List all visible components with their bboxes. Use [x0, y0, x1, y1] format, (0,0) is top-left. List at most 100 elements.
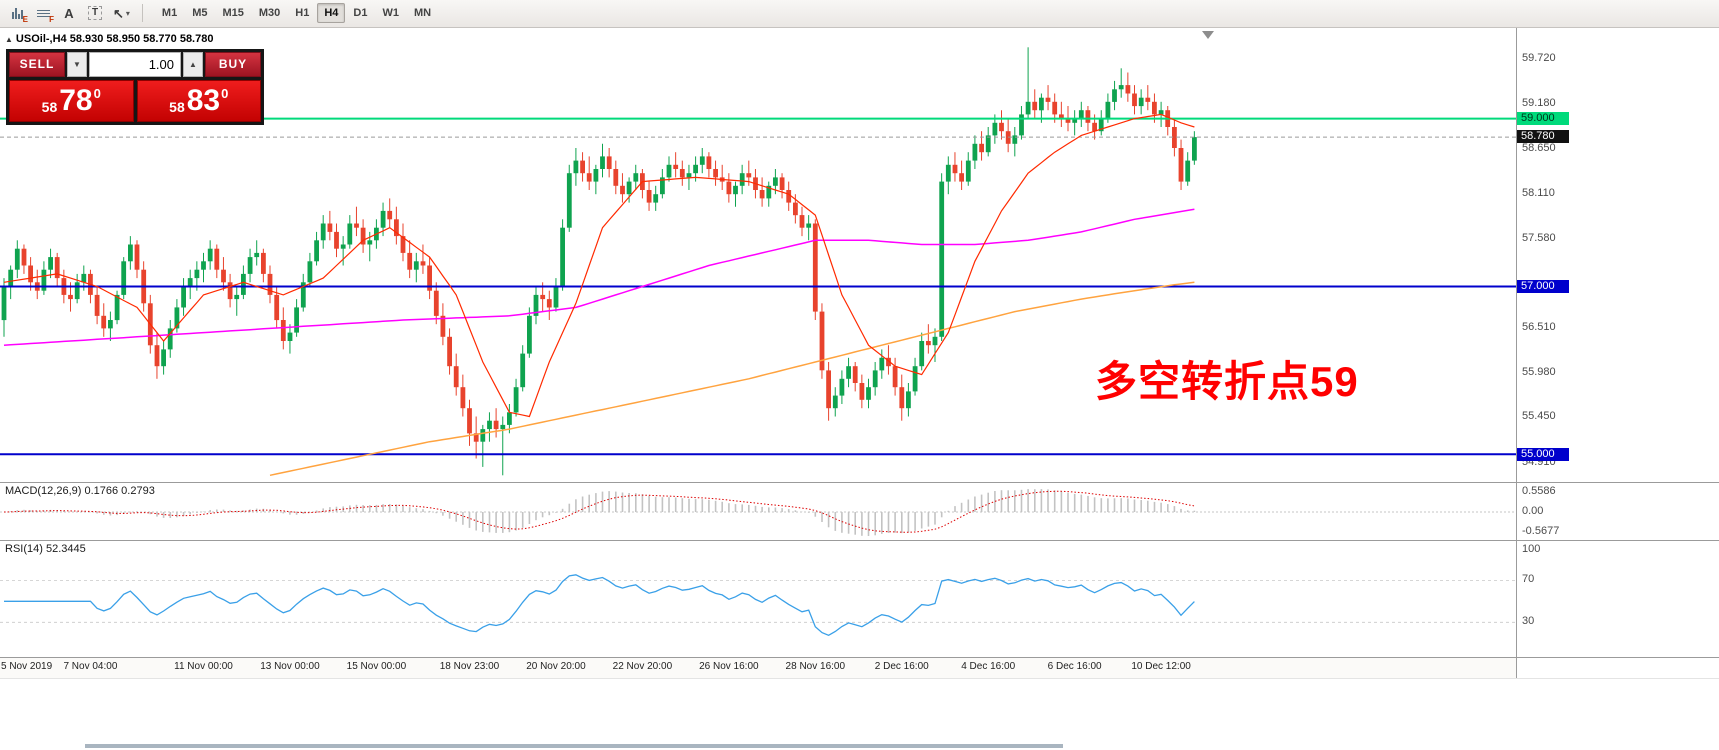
timeframe-m30-button[interactable]: M30	[252, 3, 287, 23]
price-axis[interactable]: 59.720 59.180 58.650 58.110 57.580 56.510 55.9…	[1516, 27, 1719, 482]
timeframe-h1-button[interactable]: H1	[288, 3, 316, 23]
price-axis-label: 56.510	[1522, 321, 1556, 334]
rsi-plot: RSI(14) 52.3445	[0, 541, 1516, 657]
time-axis-label: 13 Nov 00:00	[260, 660, 320, 672]
bid-price-sup: 0	[93, 85, 101, 101]
rsi-panel: RSI(14) 52.3445 100 70 30	[0, 539, 1719, 657]
timeframe-m1-button[interactable]: M1	[155, 3, 184, 23]
main-chart-plot: ▲ USOil-,H4 58.930 58.950 58.770 58.780 S…	[0, 28, 1516, 482]
tool-text-button[interactable]: A	[57, 2, 81, 24]
collapse-icon[interactable]: ▲	[5, 34, 13, 44]
toolbar-separator	[141, 4, 143, 23]
quote-tiles-row: 58 78 0 58 83 0	[9, 79, 261, 122]
macd-axis-label: 0.5586	[1522, 484, 1556, 497]
caret-up-icon: ▲	[189, 59, 197, 69]
main-chart-panel: ▲ USOil-,H4 58.930 58.950 58.770 58.780 S…	[0, 27, 1719, 482]
price-axis-label: 59.720	[1522, 51, 1556, 64]
ma-slow-line	[269, 281, 1195, 476]
ma-mid-line	[3, 208, 1195, 346]
macd-axis: 0.5586 0.00 -0.5677	[1516, 482, 1719, 540]
macd-panel: MACD(12,26,9) 0.1766 0.2793 0.5586 0.00 -0…	[0, 481, 1719, 540]
rsi-axis-label: 70	[1522, 572, 1535, 585]
price-badge-57.000: 57.000	[1517, 279, 1569, 293]
time-axis-label: 20 Nov 20:00	[526, 660, 586, 672]
timeframe-group: M1 M5 M15 M30 H1 H4 D1 W1 MN	[155, 3, 438, 24]
chart-type-icon	[11, 7, 23, 20]
drawing-tools-group: E F A T ↖ ▾	[5, 2, 134, 24]
ask-price-big: 83	[186, 83, 221, 117]
price-axis-label: 55.450	[1522, 410, 1556, 423]
time-axis-label: 10 Dec 12:00	[1131, 660, 1191, 672]
macd-histogram	[9, 488, 1196, 536]
time-axis-corner	[1516, 657, 1719, 678]
ohlc-values: 58.930 58.950 58.770 58.780	[69, 32, 214, 45]
buy-button[interactable]: BUY	[205, 51, 261, 77]
ask-price-display[interactable]: 58 83 0	[136, 79, 261, 122]
bottom-strip	[0, 677, 1719, 750]
time-axis-label: 22 Nov 20:00	[612, 660, 673, 672]
bid-price-display[interactable]: 58 78 0	[9, 79, 134, 122]
macd-axis-label: 0.00	[1522, 504, 1544, 517]
tool-fibonacci-button[interactable]: F	[31, 2, 55, 24]
time-axis-label: 2 Dec 16:00	[874, 660, 929, 672]
tool-sub-letter: E	[22, 15, 28, 25]
time-axis-label: 28 Nov 16:00	[785, 660, 846, 672]
tool-sub-letter: F	[49, 15, 54, 25]
toolbar: E F A T ↖ ▾ M1 M5 M15 M30 H1 H4 D1 W1 MN	[0, 0, 1719, 28]
text-icon: A	[64, 5, 74, 21]
horizontal-scrollbar-thumb[interactable]	[85, 743, 1063, 748]
rsi-line	[4, 573, 1195, 636]
chart-annotation: 多空转折点59	[1095, 357, 1359, 405]
rsi-label: RSI(14) 52.3445	[5, 542, 86, 555]
time-axis-label: 5 Nov 2019	[1, 660, 53, 672]
timeframe-mn-button[interactable]: MN	[407, 3, 438, 23]
rsi-chart[interactable]	[0, 541, 1516, 657]
macd-axis-label: -0.5677	[1522, 524, 1560, 537]
price-badge-59.000: 59.000	[1517, 111, 1569, 125]
timeframe-h4-button[interactable]: H4	[317, 3, 346, 24]
timeframe-m15-button[interactable]: M15	[215, 3, 250, 23]
caret-down-icon: ▼	[73, 59, 81, 69]
time-axis-label: 6 Dec 16:00	[1047, 660, 1102, 672]
price-badge-55.000: 55.000	[1517, 447, 1569, 461]
macd-label: MACD(12,26,9) 0.1766 0.2793	[5, 484, 155, 497]
bid-price-small: 58	[41, 98, 58, 115]
trade-controls-row: SELL ▼ ▲ BUY	[9, 51, 261, 77]
volume-increase-button[interactable]: ▲	[183, 51, 203, 77]
time-axis-label: 4 Dec 16:00	[961, 660, 1016, 672]
tool-text-label-button[interactable]: T	[83, 2, 107, 24]
price-axis-label: 57.580	[1522, 231, 1556, 244]
ma-fast-line	[3, 113, 1195, 417]
fibonacci-icon	[36, 9, 50, 17]
macd-chart[interactable]	[0, 483, 1516, 540]
tool-chart-type-button[interactable]: E	[5, 2, 29, 24]
bid-price-big: 78	[59, 83, 93, 117]
price-axis-label: 59.180	[1522, 97, 1556, 110]
time-axis[interactable]: 5 Nov 2019 7 Nov 04:00 11 Nov 00:00 13 Nov …	[0, 658, 1516, 678]
price-axis-label: 58.110	[1522, 187, 1555, 200]
time-axis-label: 18 Nov 23:00	[439, 660, 500, 672]
macd-signal-line	[3, 490, 1195, 533]
chart-shift-icon[interactable]	[1202, 30, 1214, 39]
rsi-axis: 100 70 30	[1516, 540, 1719, 657]
one-click-trading-panel: SELL ▼ ▲ BUY 58 78 0 58 83 0	[6, 48, 264, 125]
timeframe-d1-button[interactable]: D1	[346, 3, 374, 23]
ask-price-small: 58	[169, 98, 185, 115]
ask-price-sup: 0	[221, 85, 229, 101]
sell-button[interactable]: SELL	[9, 51, 65, 77]
dropdown-caret-icon: ▾	[125, 8, 130, 18]
candlestick-chart[interactable]	[0, 28, 1516, 482]
volume-dropdown-button[interactable]: ▼	[67, 51, 87, 77]
time-axis-label: 11 Nov 00:00	[174, 660, 233, 672]
tool-arrows-button[interactable]: ↖ ▾	[109, 2, 134, 24]
macd-plot: MACD(12,26,9) 0.1766 0.2793	[0, 483, 1516, 540]
cursor-arrow-icon: ↖	[113, 5, 124, 21]
volume-input[interactable]	[89, 51, 181, 77]
time-axis-label: 26 Nov 16:00	[699, 660, 759, 672]
timeframe-w1-button[interactable]: W1	[375, 3, 406, 23]
price-axis-label: 58.650	[1522, 141, 1556, 154]
timeframe-m5-button[interactable]: M5	[185, 3, 214, 23]
time-axis-label: 15 Nov 00:00	[346, 660, 407, 672]
price-axis-label: 55.980	[1522, 365, 1556, 378]
